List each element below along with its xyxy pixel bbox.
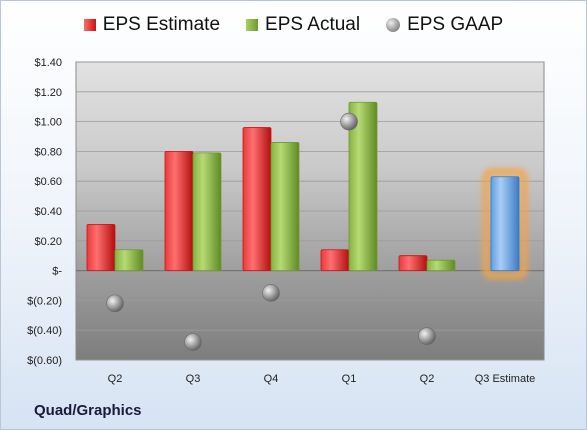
legend-item-gaap: EPS GAAP (386, 14, 503, 36)
bar-eps-estimate (242, 127, 272, 271)
forecast-glow (482, 168, 528, 280)
y-tick-label: $0.20 (34, 236, 62, 248)
x-tick-label: Q1 (342, 373, 357, 385)
point-eps-gaap (106, 294, 124, 313)
legend-swatch-actual (246, 19, 259, 31)
legend-label-gaap: EPS GAAP (407, 14, 504, 35)
legend-label-estimate: EPS Estimate (102, 14, 221, 35)
bar-eps-actual (192, 152, 222, 271)
y-tick-label: $(0.60) (27, 355, 62, 367)
y-tick-label: $1.40 (34, 57, 62, 69)
bar-eps-actual (270, 142, 300, 272)
point-eps-gaap (418, 327, 436, 345)
x-tick-label: Q4 (264, 373, 279, 385)
bar-eps-estimate (164, 150, 194, 271)
x-tick-label: Q2 (420, 373, 435, 385)
y-tick-label: $(0.40) (27, 325, 62, 337)
point-eps-gaap (340, 112, 358, 131)
legend-item-actual: EPS Actual (246, 14, 360, 36)
x-tick-label: Q3 (186, 373, 201, 385)
legend: EPS Estimate EPS Actual EPS GAAP (0, 14, 587, 36)
legend-swatch-gaap (386, 18, 401, 32)
x-tick-label: Q3 Estimate (475, 373, 536, 385)
point-eps-gaap (262, 284, 280, 302)
bar-eps-estimate (320, 249, 350, 272)
y-tick-label: $0.40 (34, 206, 62, 218)
bar-eps-actual (426, 259, 456, 272)
legend-label-actual: EPS Actual (265, 14, 361, 35)
y-tick-label: $0.80 (34, 146, 62, 158)
legend-swatch-estimate (83, 19, 96, 31)
x-tick-label: Q2 (108, 373, 123, 385)
y-tick-label: $1.00 (34, 117, 62, 129)
bar-eps-estimate (86, 224, 116, 272)
bar-eps-actual (348, 101, 378, 271)
company-name: Quad/Graphics (34, 402, 142, 419)
bar-eps-actual (114, 249, 144, 272)
bar-eps-forecast (490, 176, 520, 271)
y-tick-label: $0.60 (34, 176, 62, 188)
y-tick-label: $1.20 (34, 87, 62, 99)
point-eps-gaap (184, 333, 202, 351)
legend-item-estimate: EPS Estimate (83, 14, 221, 36)
bar-eps-estimate (398, 255, 428, 271)
y-tick-label: $- (52, 266, 62, 278)
y-tick-label: $(0.20) (27, 295, 62, 307)
